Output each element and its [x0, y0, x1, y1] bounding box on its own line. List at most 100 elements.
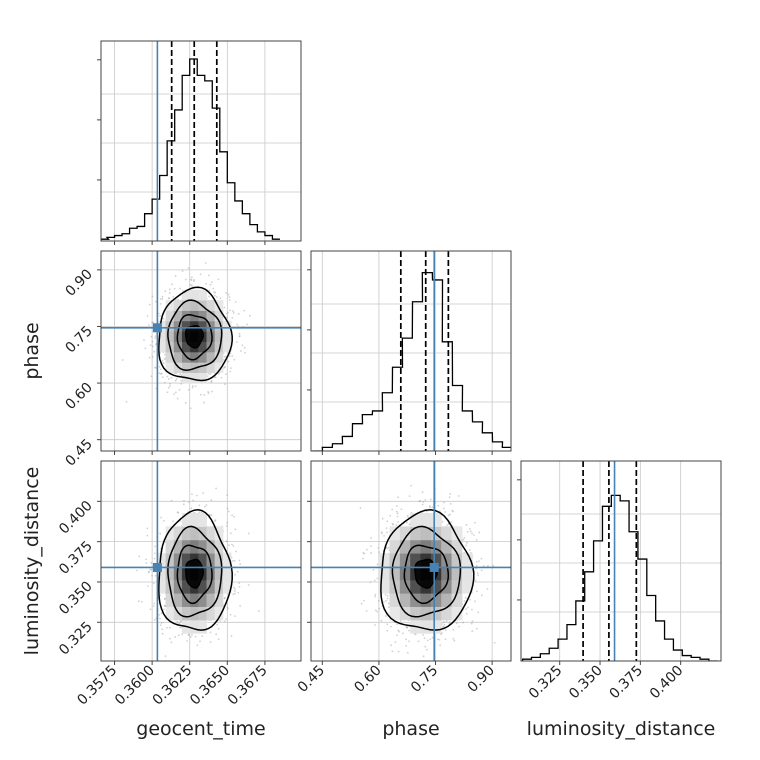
density-cell [165, 553, 175, 567]
sample-point [223, 620, 226, 623]
density-cell [198, 372, 207, 384]
sample-point [392, 523, 395, 526]
sample-point [391, 650, 394, 653]
sample-point [385, 615, 387, 617]
sample-point [201, 635, 204, 638]
sample-point [168, 292, 171, 295]
sample-point [376, 610, 379, 613]
sample-point [163, 381, 166, 384]
sample-point [186, 640, 188, 642]
sample-point [146, 585, 149, 587]
sample-point [480, 569, 483, 572]
sample-point [377, 546, 380, 549]
sample-point [408, 495, 411, 498]
density-cell [214, 331, 224, 342]
sample-point [158, 613, 161, 616]
density-cell [206, 351, 216, 363]
density-cell [206, 606, 216, 621]
sample-point [161, 632, 164, 635]
sample-point [373, 579, 376, 582]
sample-point [230, 367, 232, 370]
sample-point [137, 600, 140, 603]
sample-point [232, 593, 235, 596]
hist-bar-geocent_time [115, 236, 123, 241]
y-tick-label: 0.60 [62, 380, 95, 413]
sample-point [465, 612, 468, 615]
panel-plot-area [311, 251, 511, 451]
contour-level-1 [176, 544, 213, 605]
sample-point [469, 530, 472, 533]
hist-bar-phase [373, 411, 383, 451]
density-cell [214, 526, 224, 541]
sample-point [369, 581, 372, 584]
sample-point [191, 634, 193, 636]
sample-point [208, 295, 210, 298]
sample-point [162, 317, 165, 320]
sample-point [148, 303, 151, 306]
sample-point [385, 599, 387, 602]
sample-point [194, 635, 197, 638]
density-cell [198, 579, 207, 594]
sample-point [154, 574, 157, 577]
sample-point [159, 298, 162, 300]
density-cell [190, 513, 199, 527]
sample-point [209, 641, 212, 644]
sample-point [225, 540, 228, 542]
density-cell [214, 351, 224, 363]
sample-point [219, 297, 222, 300]
sample-point [149, 568, 152, 571]
sample-point [227, 360, 230, 363]
sample-point [470, 608, 473, 611]
density-cell [198, 553, 207, 567]
sample-point [227, 293, 230, 296]
density-cell [198, 341, 207, 353]
sample-point [167, 386, 170, 389]
sample-point [167, 378, 170, 380]
sample-point [181, 270, 184, 272]
sample-point [475, 590, 478, 593]
sample-point [425, 648, 428, 651]
sample-point [159, 617, 161, 620]
sample-point [471, 532, 473, 535]
sample-point [214, 520, 216, 522]
sample-point [424, 645, 427, 648]
sample-point [182, 499, 185, 502]
hist-bar-geocent_time [205, 81, 213, 241]
sample-point [477, 611, 480, 614]
sample-point [376, 563, 379, 566]
sample-point [363, 599, 365, 602]
sample-point [470, 622, 473, 625]
sample-point [146, 527, 149, 530]
density-cell [206, 593, 216, 607]
panel-plot-area [311, 461, 511, 661]
sample-point [467, 606, 469, 609]
sample-point [169, 382, 172, 385]
sample-point [480, 594, 483, 597]
sample-point [223, 306, 226, 309]
sample-point [237, 591, 240, 594]
sample-point [370, 537, 373, 539]
sample-point [399, 620, 402, 622]
sample-point [421, 503, 424, 506]
panel-frame [100, 250, 302, 452]
sample-point [151, 574, 153, 577]
hist-bar-phase [382, 393, 392, 451]
density-cell [173, 310, 183, 322]
y-tick-label: 0.350 [56, 578, 96, 618]
sample-point [448, 496, 451, 499]
sample-point [475, 564, 478, 567]
truth-marker [152, 562, 162, 572]
sample-point [239, 563, 242, 566]
hist-panel-phase [307, 250, 512, 455]
density-cell [222, 320, 232, 332]
panel-frame [100, 460, 302, 662]
sample-point [449, 502, 452, 505]
density-cell [214, 341, 224, 353]
sample-point [407, 516, 410, 519]
sample-point [164, 290, 167, 293]
density-cell [214, 300, 224, 311]
sample-point [442, 620, 445, 623]
sample-point [214, 519, 217, 521]
sample-point [207, 274, 210, 277]
sample-point [232, 311, 235, 314]
